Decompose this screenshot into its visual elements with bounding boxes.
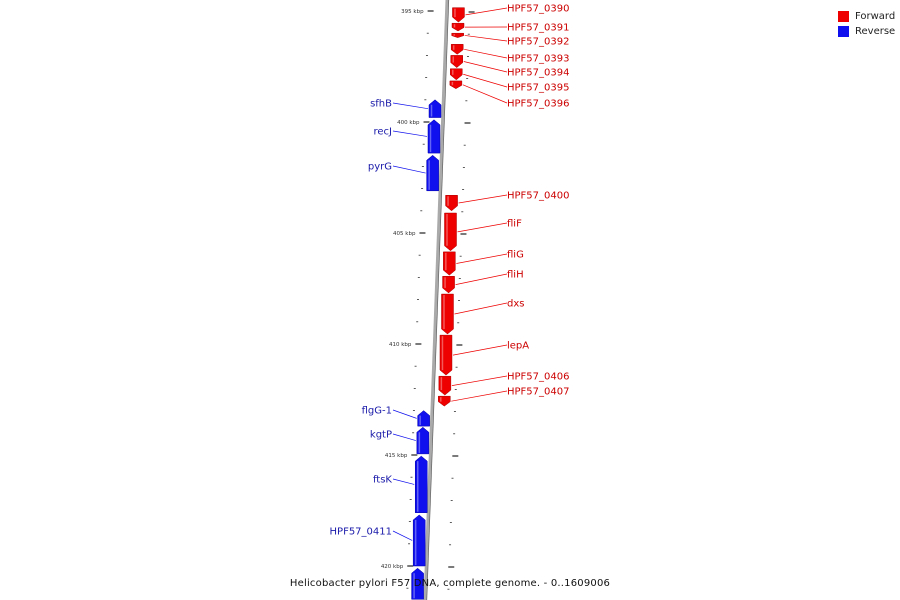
label-leader xyxy=(392,478,415,485)
gene-hpf57-0390[interactable] xyxy=(452,7,465,23)
gene-lepa[interactable] xyxy=(439,334,453,376)
gene-label[interactable]: flgG-1 xyxy=(362,406,392,417)
label-leader xyxy=(392,102,429,110)
gene-label[interactable]: HPF57_0407 xyxy=(507,387,569,398)
label-leader xyxy=(463,61,508,73)
gene-flig[interactable] xyxy=(443,251,456,276)
axis-tick-label: 415 kbp xyxy=(385,453,408,459)
label-leader xyxy=(452,344,508,356)
gene-label[interactable]: HPF57_0394 xyxy=(507,68,569,79)
axis-tick-label: 405 kbp xyxy=(393,231,416,237)
label-leader xyxy=(465,7,508,16)
gene-label[interactable]: HPF57_0406 xyxy=(507,372,569,383)
label-leader xyxy=(454,302,508,315)
label-leader xyxy=(464,48,508,59)
gene-hpf57-0393[interactable] xyxy=(450,44,464,55)
gene-label[interactable]: HPF57_0390 xyxy=(507,4,569,15)
legend-label: Forward xyxy=(855,11,896,22)
label-leader xyxy=(457,222,508,233)
label-leader xyxy=(392,530,413,541)
gene-hpf57-0406[interactable] xyxy=(438,375,452,396)
gene-hpf57-0407[interactable] xyxy=(438,395,451,407)
gene-dxs[interactable] xyxy=(441,293,454,335)
gene-pyrg[interactable] xyxy=(426,154,439,192)
gene-label[interactable]: recJ xyxy=(374,127,393,138)
gene-hpf57-0396[interactable] xyxy=(449,80,463,89)
gene-hpf57-0391[interactable] xyxy=(451,22,465,32)
axis-tick-label: 400 kbp xyxy=(397,120,420,126)
axis-tick-label: 420 kbp xyxy=(381,564,404,570)
axis-tick-label: 395 kbp xyxy=(401,9,424,15)
gene-hpf57-0395[interactable] xyxy=(450,68,463,81)
label-leader xyxy=(456,253,508,264)
axis-line xyxy=(423,0,449,600)
gene-unnamed[interactable] xyxy=(411,567,424,600)
gene-label[interactable]: lepA xyxy=(507,341,529,352)
genome-axis: 395 kbp 400 kbp 405 kbp 410 kbp 415 kbp 420 k… xyxy=(381,0,475,600)
gene-label[interactable]: kgtP xyxy=(370,430,392,441)
gene-hpf57-0411[interactable] xyxy=(412,514,426,567)
gene-label[interactable]: ftsK xyxy=(373,475,392,486)
gene-label[interactable]: HPF57_0400 xyxy=(507,191,569,202)
gene-hpf57-0392[interactable] xyxy=(451,32,464,38)
label-leader xyxy=(392,433,416,441)
legend-item-reverse: Reverse xyxy=(838,24,895,39)
gene-sfhb[interactable] xyxy=(428,99,442,118)
legend-label: Reverse xyxy=(855,26,896,37)
gene-label[interactable]: fliH xyxy=(507,270,524,281)
genome-caption: Helicobacter pylori F57 DNA, complete ge… xyxy=(289,578,611,589)
gene-label[interactable]: sfhB xyxy=(370,99,392,110)
gene-labels: HPF57_0390 HPF57_0391 HPF57_0392 HPF57_0393… xyxy=(330,4,569,541)
axis-tick-label: 410 kbp xyxy=(389,342,412,348)
gene-label[interactable]: HPF57_0395 xyxy=(507,83,569,94)
label-leader xyxy=(392,130,428,137)
label-leader xyxy=(462,84,508,104)
gene-ftsk[interactable] xyxy=(414,455,428,513)
gene-hpf57-0394[interactable] xyxy=(450,55,463,68)
reverse-swatch xyxy=(838,26,849,37)
legend-item-forward: Forward xyxy=(838,9,895,24)
gene-label[interactable]: pyrG xyxy=(368,162,392,173)
gene-label[interactable]: HPF57_0393 xyxy=(507,54,569,65)
label-leader xyxy=(392,409,417,419)
label-leader xyxy=(392,165,426,174)
gene-label[interactable]: HPF57_0392 xyxy=(507,37,569,48)
gene-label[interactable]: HPF57_0391 xyxy=(507,23,569,34)
label-leader xyxy=(451,390,508,402)
label-leader xyxy=(451,375,508,386)
gene-track xyxy=(411,7,465,600)
label-leader xyxy=(464,35,508,42)
gene-flih[interactable] xyxy=(442,276,455,294)
gene-flgg-1[interactable] xyxy=(417,410,430,427)
legend: Forward Reverse xyxy=(838,9,895,39)
gene-label[interactable]: fliF xyxy=(507,219,522,230)
gene-hpf57-0400[interactable] xyxy=(445,195,458,212)
gene-kgtp[interactable] xyxy=(416,426,430,455)
gene-recj[interactable] xyxy=(427,119,441,154)
label-leader xyxy=(458,194,508,204)
forward-swatch xyxy=(838,11,849,22)
gene-label[interactable]: HPF57_0411 xyxy=(330,527,392,538)
gene-label[interactable]: dxs xyxy=(507,299,524,310)
gene-label[interactable]: fliG xyxy=(507,250,524,261)
gene-label[interactable]: HPF57_0396 xyxy=(507,99,569,110)
gene-flif[interactable] xyxy=(444,212,457,252)
label-leader xyxy=(455,273,508,285)
label-leader xyxy=(463,73,508,88)
